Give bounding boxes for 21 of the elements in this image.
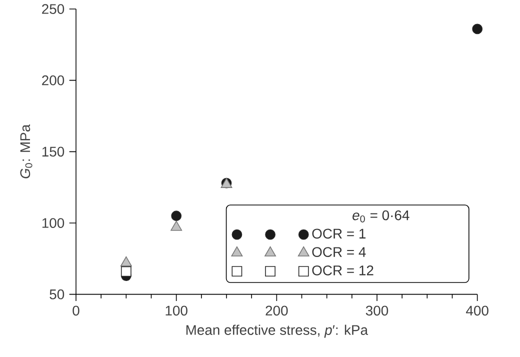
point — [120, 256, 132, 266]
x-tick-label: 0 — [72, 306, 80, 316]
legend-title: e$_{0}$ = 0·64 — [352, 210, 410, 222]
legend-label: OCR = 12 — [312, 265, 374, 276]
point — [170, 220, 182, 231]
x-tick-label: 100 — [166, 306, 188, 316]
point — [472, 24, 483, 34]
x-axis-title: Mean effective stress, p′: kPa — [186, 324, 368, 338]
legend-label: OCR = 4 — [312, 247, 366, 257]
y-axis-title: G$_{0}$: MPa — [20, 124, 32, 178]
y-tick-label: 50 — [50, 289, 64, 300]
point — [120, 266, 132, 277]
x-tick-label: 200 — [266, 306, 288, 316]
legend-label: OCR = 1 — [312, 228, 366, 239]
y-tick-label: 200 — [42, 75, 64, 86]
point — [171, 210, 182, 222]
y-tick-label: 150 — [42, 146, 64, 157]
y-tick-label: 100 — [42, 218, 64, 228]
y-tick-label: 250 — [42, 4, 64, 14]
x-tick-label: 400 — [466, 306, 488, 316]
x-tick-label: 300 — [366, 306, 388, 316]
